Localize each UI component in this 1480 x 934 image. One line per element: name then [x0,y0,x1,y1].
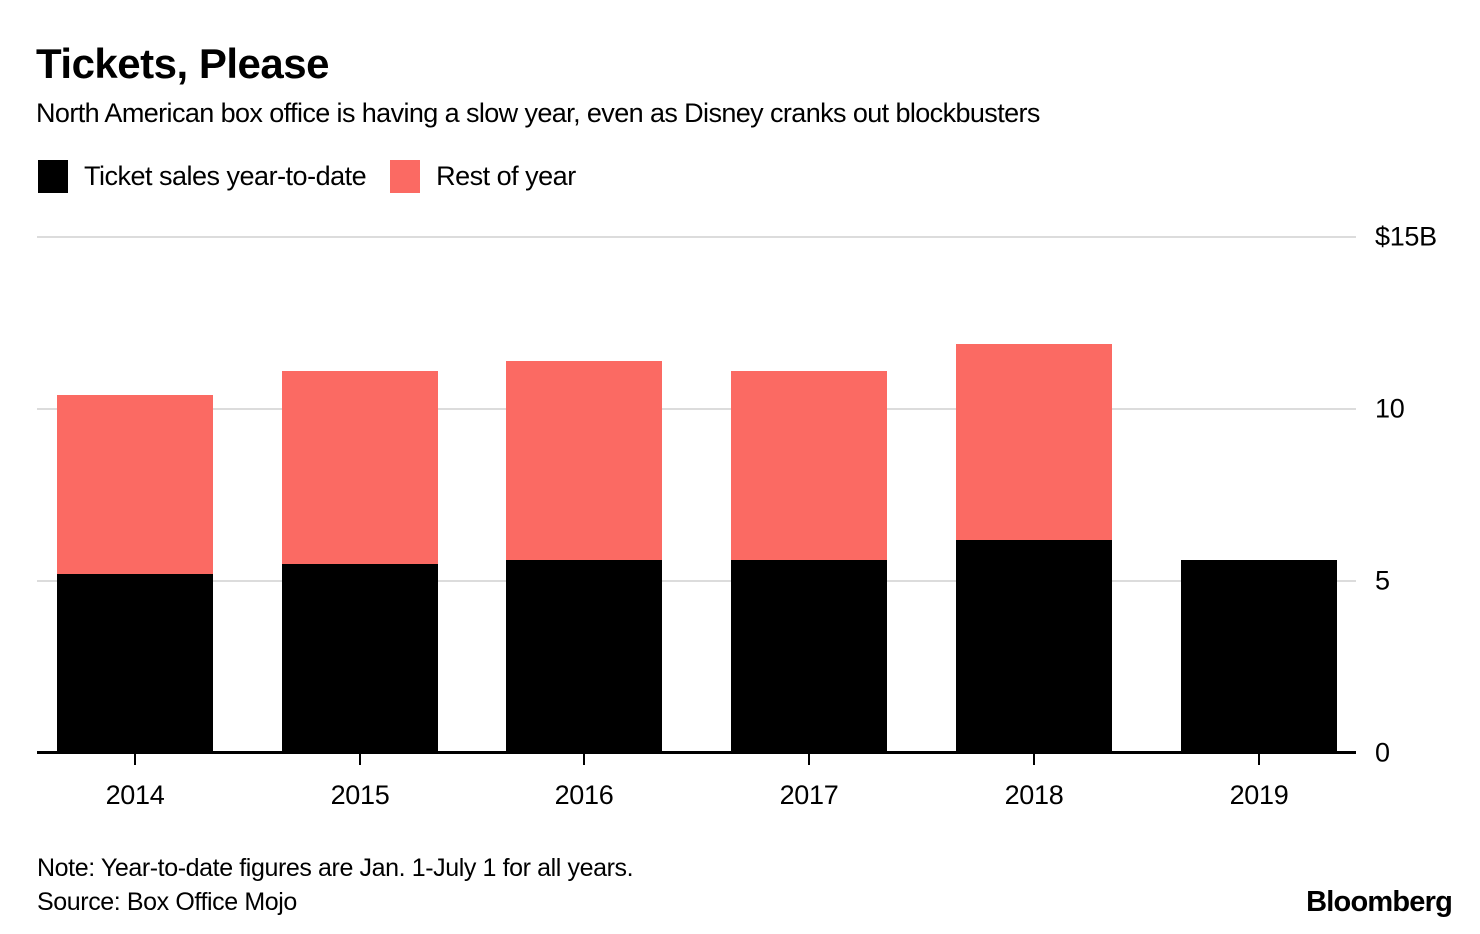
x-axis-tick-2018 [1033,753,1035,765]
bar-2016-ytd-segment [506,560,662,753]
gridline-5 [37,580,1356,582]
x-axis-tick-2015 [359,753,361,765]
bar-2016-rest-segment [506,360,662,561]
y-axis-label-0: 0 [1375,737,1390,768]
y-axis-label-5: 5 [1375,565,1390,596]
bar-2015-ytd-segment [282,563,438,753]
page-subtitle: North American box office is having a sl… [36,98,1040,128]
x-axis-tick-2019 [1258,753,1260,765]
legend: Ticket sales year-to-date Rest of year [38,160,576,193]
chart-note: Note: Year-to-date figures are Jan. 1-Ju… [37,854,634,882]
bar-2018-rest-segment [956,343,1112,540]
x-axis-label-2017: 2017 [779,780,839,810]
bar-2017-rest-segment [731,371,887,561]
legend-label-ytd: Ticket sales year-to-date [84,161,367,191]
x-axis-tick-2017 [808,753,810,765]
x-axis-baseline [37,751,1356,754]
legend-swatch-rest-icon [390,160,421,193]
legend-swatch-ytd-icon [38,160,68,193]
bar-2014-ytd-segment [57,574,213,753]
bar-2019-ytd-segment [1181,560,1337,753]
legend-label-rest: Rest of year [436,161,576,191]
x-axis-label-2014: 2014 [105,780,165,810]
x-axis-tick-2014 [134,753,136,765]
bar-2015-rest-segment [282,371,438,564]
y-axis-label-10: 10 [1375,393,1405,424]
x-axis-label-2018: 2018 [1004,780,1064,810]
chart-source: Source: Box Office Mojo [37,888,297,916]
x-axis-label-2019: 2019 [1229,780,1289,810]
bar-2018-ytd-segment [956,539,1112,753]
legend-item-rest: Rest of year [390,160,576,193]
bloomberg-logo: Bloomberg [1306,886,1453,918]
bar-2017-ytd-segment [731,560,887,753]
gridline-15 [37,236,1356,238]
gridline-10 [37,408,1356,410]
page-title: Tickets, Please [36,40,329,87]
bar-2014-rest-segment [57,395,213,575]
x-axis-label-2015: 2015 [330,780,390,810]
y-axis-label-15: $15B [1375,221,1437,252]
x-axis-label-2016: 2016 [554,780,614,810]
x-axis-tick-2016 [583,753,585,765]
legend-item-ytd: Ticket sales year-to-date [38,160,367,193]
